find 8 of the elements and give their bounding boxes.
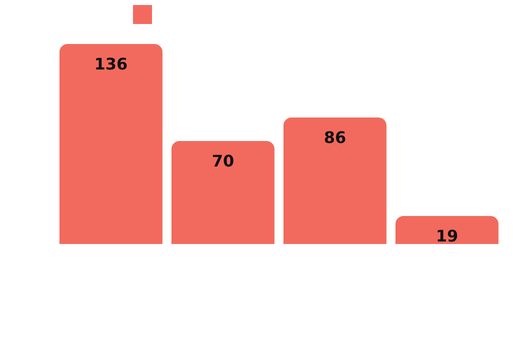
data-label: 136 [94, 54, 128, 74]
data-label: 70 [212, 151, 234, 170]
data-label: 86 [324, 128, 346, 147]
data-label: 19 [436, 226, 458, 246]
bar [395, 216, 498, 244]
bar [283, 118, 386, 244]
bar [171, 141, 274, 244]
bar [59, 44, 162, 244]
